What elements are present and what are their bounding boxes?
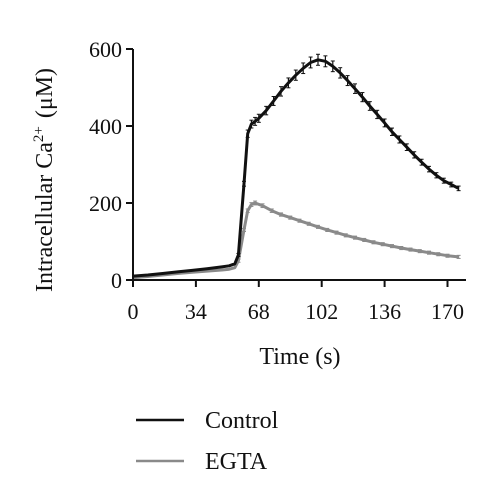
series-egta: [132, 200, 461, 280]
y-tick-label-0: 0: [111, 268, 122, 293]
x-tick-label-0: 0: [128, 299, 139, 324]
x-tick-label-170: 170: [431, 299, 464, 324]
y-tick-label-400: 400: [89, 114, 122, 139]
y-axis-title-superscript: 2+: [31, 126, 47, 142]
x-axis-title: Time (s): [259, 344, 340, 370]
series-line-control: [132, 58, 460, 278]
legend-label-control: Control: [205, 408, 279, 434]
x-tick-label-68: 68: [248, 299, 270, 324]
y-axis-title: Intracellular Ca2+ (μM): [31, 68, 58, 292]
legend-label-egta: EGTA: [205, 449, 268, 475]
series-layer: [132, 53, 461, 280]
series-line-egta: [132, 201, 459, 280]
y-tick-label-600: 600: [89, 37, 122, 62]
x-tick-label-136: 136: [368, 299, 401, 324]
series-control: [132, 53, 461, 278]
x-tick-label-102: 102: [305, 299, 338, 324]
x-tick-label-34: 34: [185, 299, 207, 324]
axes-layer: 0 200 400 600 0 34 68 102 136 170: [89, 37, 466, 324]
legend: Control EGTA: [136, 408, 279, 475]
y-axis-title-prefix: Intracellular Ca: [32, 142, 58, 292]
y-tick-label-200: 200: [89, 191, 122, 216]
y-axis-title-unit: (μM): [32, 68, 58, 118]
